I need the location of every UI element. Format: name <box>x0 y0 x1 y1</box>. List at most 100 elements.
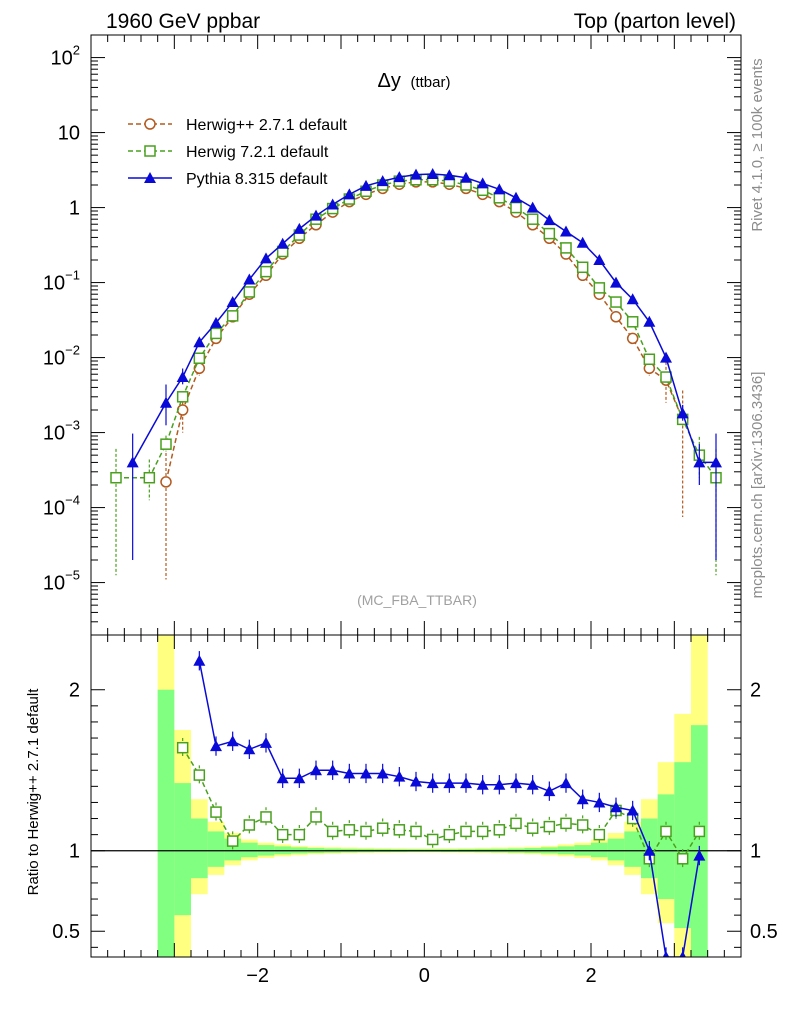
main-series-2-point-23 <box>526 201 539 213</box>
ratio-series-1-point-24 <box>593 796 606 808</box>
main-series-1-point-23 <box>510 201 522 214</box>
main-series-2-point-28 <box>610 276 622 288</box>
ratio-band-green-3 <box>207 831 225 867</box>
main-series-0-point-27 <box>610 311 622 323</box>
main-series-2-point-9 <box>293 222 306 234</box>
main-panel: 102 10 1 10−1 10−2 10−3 10−4 10−5 Δy (ttbar) (M… <box>43 34 742 636</box>
ratio-band-green-2 <box>191 818 208 879</box>
main-series-2-point-13 <box>360 179 372 191</box>
ratio-series-1-point-17 <box>476 778 489 790</box>
main-series-2-point-33 <box>693 456 706 468</box>
ratio-series-1-point-20 <box>526 778 539 790</box>
ratio-series-0-point-14 <box>410 825 422 838</box>
main-series-2-point-26 <box>576 236 589 248</box>
main-series-1-point-27 <box>576 261 589 274</box>
main-series-2-point-10 <box>310 209 322 221</box>
ratio-series-1-point-11 <box>376 767 389 779</box>
ratio-y-tick-label-right-1: 1 <box>750 841 761 863</box>
main-series-1-point-4 <box>193 352 206 364</box>
main-series-0-point-1 <box>176 404 189 416</box>
main-series-2-point-14 <box>376 175 389 187</box>
ratio-series-0-point-12 <box>376 822 389 834</box>
ratio-series-1-point-19 <box>510 777 522 789</box>
ratio-series-1-point-29 <box>679 951 686 957</box>
ratio-series-1-point-1 <box>210 740 222 752</box>
main-series-2-point-30 <box>643 315 656 327</box>
legend-marker-0 <box>144 118 156 130</box>
ratio-series-0-point-31 <box>693 825 706 838</box>
main-series-0-line <box>165 181 684 483</box>
ratio-series-0-point-0 <box>176 741 189 754</box>
main-series-1-point-28 <box>593 282 606 294</box>
ratio-series-0-point-19 <box>493 824 506 836</box>
main-series-1-point-31 <box>643 353 656 365</box>
ratio-y-tick-label-left-0: 2 <box>69 680 80 702</box>
main-series-0-point-28 <box>626 332 639 345</box>
ratio-series-1-point-22 <box>560 777 572 789</box>
ratio-series-1-point-27 <box>643 844 656 856</box>
energy-label: 1960 GeV ppbar <box>106 10 260 33</box>
main-series-2-point-17 <box>426 168 439 180</box>
main-series-2-point-12 <box>343 188 356 200</box>
ratio-y-tick-label-left-1: 1 <box>69 841 80 863</box>
main-series-1-point-0 <box>110 471 122 484</box>
ratio-series-0-point-15 <box>426 833 439 846</box>
main-series-1-point-5 <box>210 327 222 340</box>
main-y-tick-label-0: 102 <box>51 43 80 70</box>
main-series-1-point-32 <box>660 371 672 383</box>
ratio-series-0-point-10 <box>343 824 356 836</box>
ratio-series-1-point-5 <box>276 772 289 784</box>
ratio-series-0-point-16 <box>443 828 456 841</box>
main-series-2-point-34 <box>710 456 722 468</box>
ratio-series-1-point-4 <box>260 736 272 748</box>
main-series-2-point-22 <box>510 191 522 203</box>
legend: Herwig++ 2.7.1 default Herwig 7.2.1 defau… <box>128 117 348 188</box>
main-series-1-point-29 <box>610 296 622 308</box>
main-y-tick-label-1: 10 <box>58 123 80 145</box>
ratio-band-green-1 <box>174 783 191 916</box>
main-series-1-point-2 <box>160 438 172 450</box>
ratio-series-1-point-10 <box>360 767 372 779</box>
ratio-band-green-5 <box>241 842 258 858</box>
main-series-1-point-25 <box>543 227 556 240</box>
ratio-series-0-point-25 <box>593 828 606 841</box>
legend-label-1: Herwig 7.2.1 default <box>186 144 329 161</box>
main-series-2-point-15 <box>393 171 406 183</box>
main-y-tick-label-7: 10−5 <box>43 568 80 595</box>
ratio-series-0-point-30 <box>676 853 689 865</box>
main-title: Δy (ttbar) <box>378 70 451 92</box>
ratio-series-1-point-14 <box>426 777 439 789</box>
ratio-series-1-point-9 <box>343 767 356 779</box>
main-y-tick-label-5: 10−3 <box>43 418 80 445</box>
legend-label-0: Herwig++ 2.7.1 default <box>186 117 348 134</box>
main-series-2-point-16 <box>410 168 422 180</box>
main-series-1-point-1 <box>143 471 156 484</box>
main-series-1-point-26 <box>560 242 572 254</box>
main-y-tick-label-4: 10−2 <box>43 343 80 370</box>
ratio-series-1-point-25 <box>610 801 622 813</box>
ratio-series-0-point-2 <box>210 806 222 818</box>
ratio-band-green-32 <box>691 725 708 957</box>
main-series-2-point-7 <box>260 252 272 264</box>
main-series-1-point-24 <box>526 213 539 225</box>
ratio-series-0-point-6 <box>276 828 289 841</box>
ratio-series-0-point-7 <box>293 828 306 841</box>
ratio-frame <box>90 634 742 958</box>
analysis-watermark: (MC_FBA_TTBAR) <box>357 592 477 608</box>
main-series-2-point-25 <box>560 225 572 237</box>
ratio-series-0-point-11 <box>360 825 372 838</box>
main-series-2 <box>126 168 722 560</box>
main-series-2-point-24 <box>543 214 556 226</box>
main-series-2-point-2 <box>176 371 189 383</box>
ratio-band-green-0 <box>157 689 175 957</box>
ratio-series-0-point-4 <box>243 819 256 831</box>
ratio-series-1-point-2 <box>226 735 239 747</box>
main-y-tick-label-6: 10−4 <box>43 493 80 520</box>
ratio-series-1-line <box>198 660 701 957</box>
main-y-tick-label-3: 10−1 <box>43 268 80 295</box>
ratio-series-1-point-21 <box>543 785 556 797</box>
ratio-series-0-point-13 <box>393 824 406 836</box>
ratio-series-1-point-3 <box>243 743 256 755</box>
x-tick-label-1: 0 <box>419 965 430 987</box>
ratio-series-0-point-5 <box>260 811 272 823</box>
